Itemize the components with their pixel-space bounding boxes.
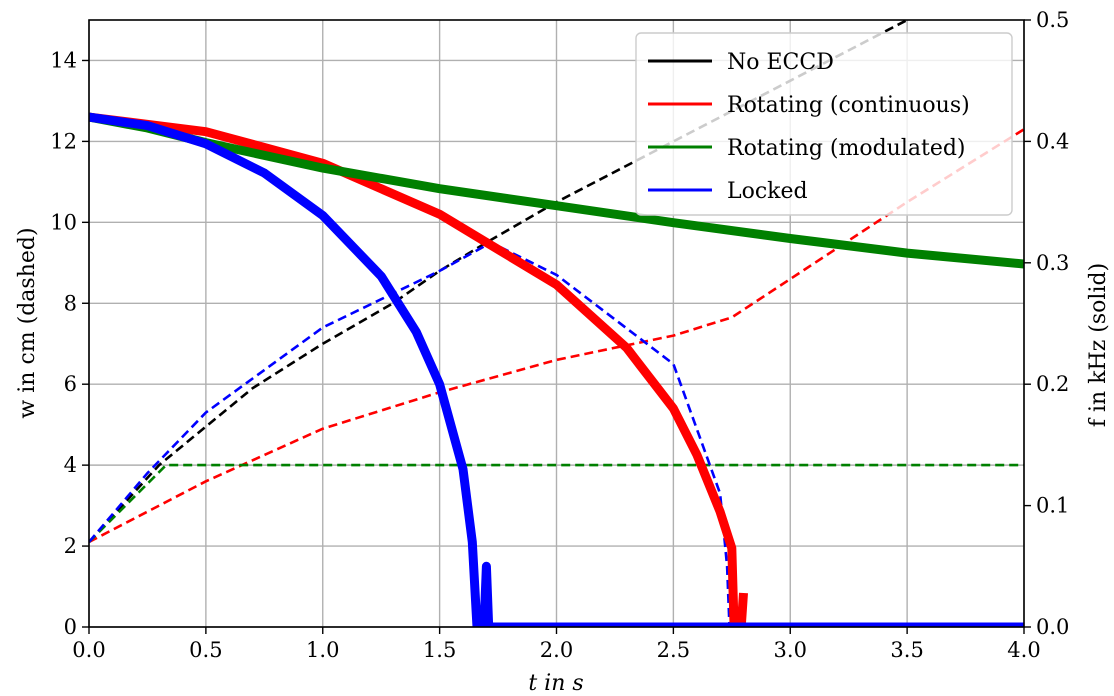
y-right-tick-label: 0.4 [1036, 129, 1069, 153]
y-axis-right-label: f in kHz (solid) [1086, 263, 1111, 427]
y-axis-left-label: w in cm (dashed) [15, 227, 40, 418]
x-tick-label: 0.0 [72, 638, 105, 662]
legend-label: Rotating (modulated) [727, 136, 966, 161]
series-rotating-modulated-w-dashed-line [89, 463, 1024, 543]
series-rotating-continuous-f-solid-line [89, 112, 748, 627]
series-locked-f-solid-line [89, 112, 1024, 627]
x-tick-label: 2.0 [540, 638, 573, 662]
x-tick-label: 3.0 [774, 638, 807, 662]
x-tick-label: 1.5 [423, 638, 456, 662]
y-left-tick-label: 12 [50, 129, 77, 153]
legend-box [635, 32, 1013, 216]
y-left-tick-label: 10 [50, 210, 77, 234]
series-rotating-continuous-w-dashed-line [89, 128, 1024, 544]
y-left-tick-label: 8 [64, 291, 77, 315]
series-locked-w-dashed-line [89, 241, 731, 627]
legend-label: No ECCD [727, 50, 834, 75]
x-tick-label: 1.0 [306, 638, 339, 662]
axes: 0.0 0.5 1.0 1.5 2.0 2.5 3.0 3.5 4.0 0 2 4 6 8 10 12 14 0.… [50, 8, 1069, 662]
series-no-eccd-w-dashed-line [89, 20, 911, 543]
y-left-tick-label: 4 [64, 453, 77, 477]
x-tick-label: 0.5 [189, 638, 222, 662]
y-left-tick-label: 6 [64, 372, 77, 396]
y-left-tick-label: 0 [64, 615, 77, 639]
x-axis-label: t in s [528, 671, 583, 696]
y-left-tick-label: 14 [50, 48, 77, 72]
y-right-tick-label: 0.0 [1036, 615, 1069, 639]
legend-label: Locked [727, 179, 808, 204]
plot-area [89, 20, 1024, 627]
y-left-tick-label: 2 [64, 534, 77, 558]
y-right-tick-label: 0.1 [1036, 494, 1069, 518]
y-right-tick-label: 0.3 [1036, 251, 1069, 275]
y-right-tick-label: 0.2 [1036, 372, 1069, 396]
x-tick-label: 3.5 [890, 638, 923, 662]
legend: No ECCD Rotating (continuous) Rotating (mo… [635, 32, 1013, 216]
x-tick-label: 4.0 [1007, 638, 1040, 662]
legend-label: Rotating (continuous) [727, 93, 970, 118]
y-right-tick-label: 0.5 [1036, 8, 1069, 32]
x-tick-label: 2.5 [657, 638, 690, 662]
